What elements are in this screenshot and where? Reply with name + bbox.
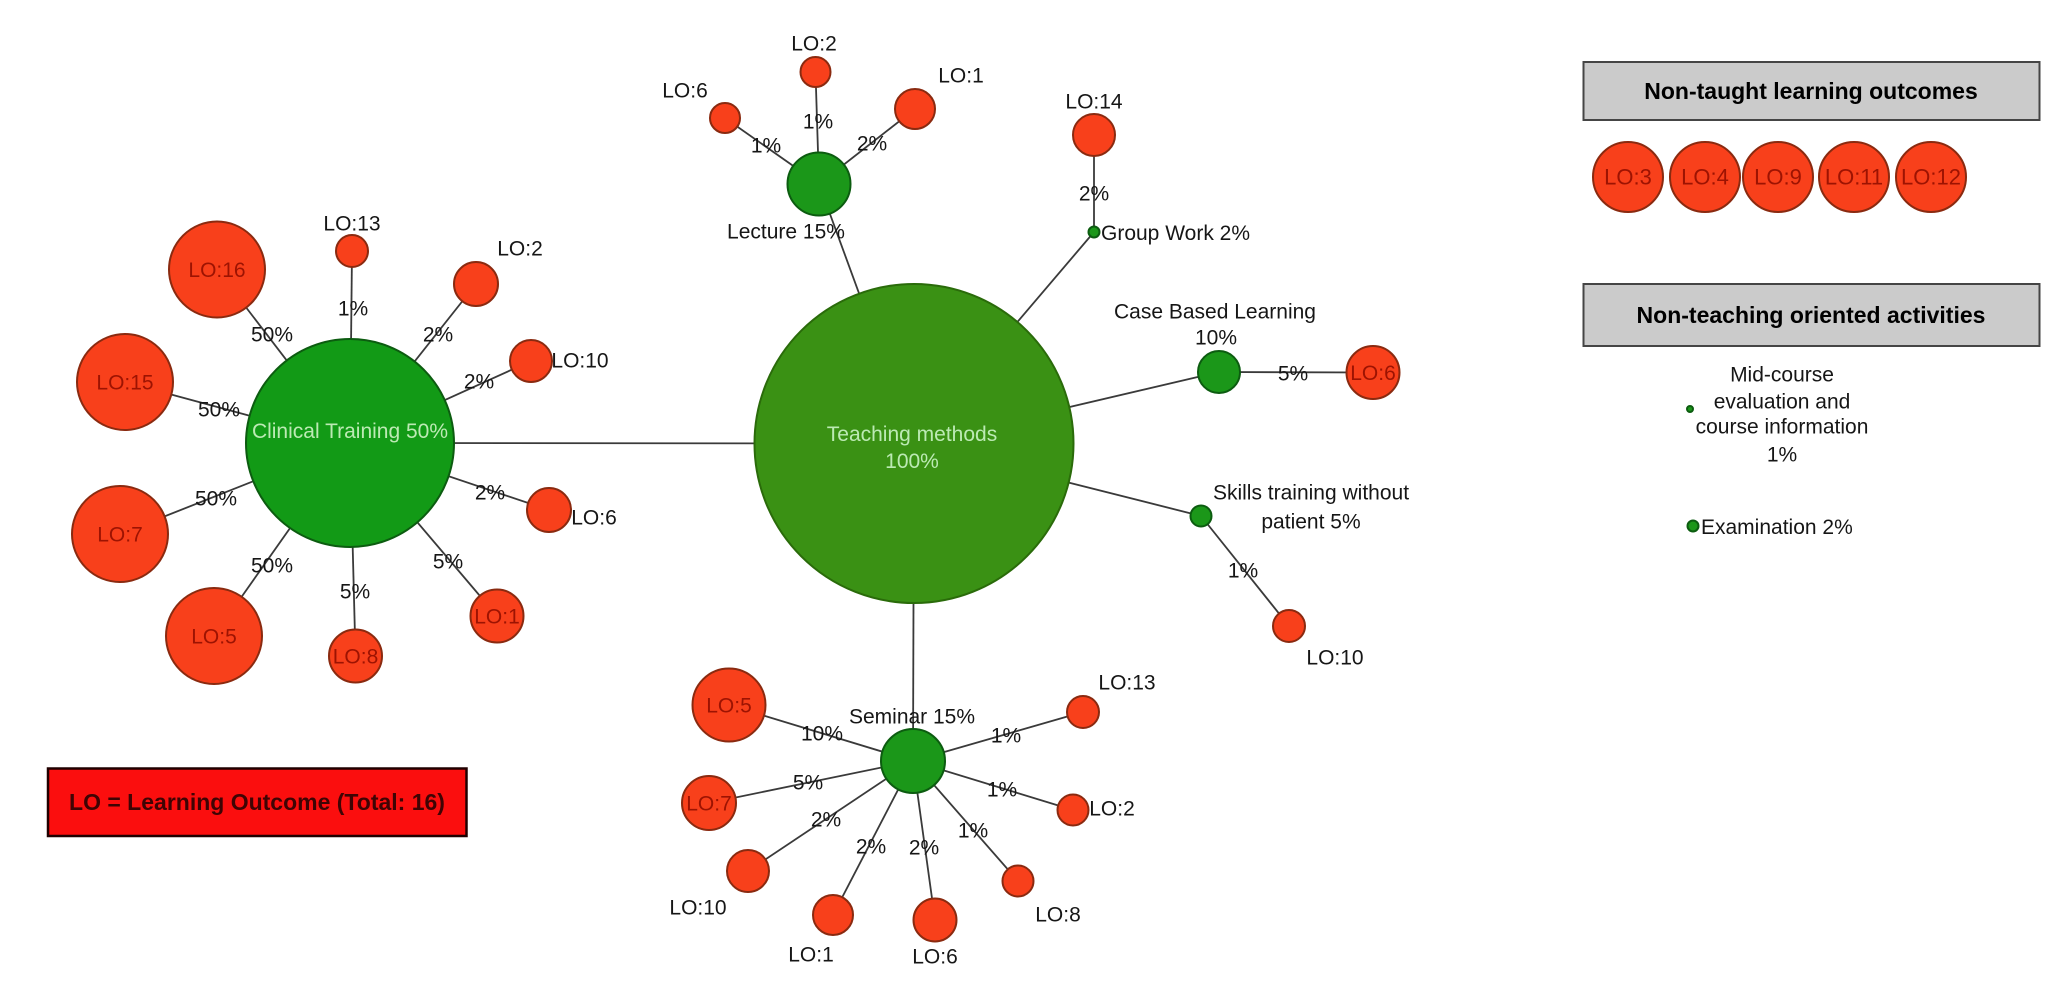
svg-text:10%: 10% bbox=[1195, 327, 1237, 350]
svg-text:Mid-course: Mid-course bbox=[1730, 364, 1834, 387]
svg-text:LO = Learning Outcome (Total:: LO = Learning Outcome (Total: 16) bbox=[69, 789, 445, 815]
svg-text:Skills training without: Skills training without bbox=[1213, 482, 1409, 505]
svg-text:course information: course information bbox=[1696, 416, 1869, 439]
svg-text:10%: 10% bbox=[801, 723, 843, 746]
svg-text:Lecture 15%: Lecture 15% bbox=[727, 221, 845, 244]
svg-text:LO:10: LO:10 bbox=[1306, 647, 1363, 670]
svg-text:2%: 2% bbox=[475, 482, 505, 505]
svg-text:LO:6: LO:6 bbox=[1350, 362, 1396, 385]
svg-text:Case Based Learning: Case Based Learning bbox=[1114, 301, 1316, 324]
svg-text:LO:10: LO:10 bbox=[669, 897, 726, 920]
svg-text:LO:8: LO:8 bbox=[1035, 904, 1081, 927]
svg-text:1%: 1% bbox=[338, 298, 368, 321]
svg-text:50%: 50% bbox=[198, 399, 240, 422]
svg-text:LO:1: LO:1 bbox=[938, 65, 984, 88]
svg-text:2%: 2% bbox=[1079, 183, 1109, 206]
svg-text:Group Work 2%: Group Work 2% bbox=[1101, 222, 1250, 245]
svg-text:2%: 2% bbox=[856, 836, 886, 859]
svg-text:1%: 1% bbox=[987, 779, 1017, 802]
svg-text:1%: 1% bbox=[1767, 444, 1797, 467]
svg-text:LO:6: LO:6 bbox=[571, 507, 617, 530]
svg-text:LO:4: LO:4 bbox=[1681, 165, 1729, 190]
svg-text:50%: 50% bbox=[251, 555, 293, 578]
svg-text:LO:8: LO:8 bbox=[333, 646, 379, 669]
svg-text:LO:7: LO:7 bbox=[97, 524, 143, 547]
svg-text:1%: 1% bbox=[1228, 560, 1258, 583]
svg-text:LO:6: LO:6 bbox=[662, 80, 708, 103]
svg-text:LO:2: LO:2 bbox=[791, 33, 837, 56]
svg-text:LO:16: LO:16 bbox=[188, 259, 245, 282]
svg-text:LO:15: LO:15 bbox=[96, 372, 153, 395]
svg-text:LO:5: LO:5 bbox=[706, 695, 752, 718]
svg-text:LO:2: LO:2 bbox=[497, 238, 543, 261]
svg-text:5%: 5% bbox=[340, 581, 370, 604]
svg-text:LO:12: LO:12 bbox=[1901, 165, 1961, 190]
svg-text:LO:9: LO:9 bbox=[1754, 165, 1802, 190]
svg-text:5%: 5% bbox=[1278, 363, 1308, 386]
svg-text:LO:5: LO:5 bbox=[191, 626, 237, 649]
svg-text:1%: 1% bbox=[803, 111, 833, 134]
svg-text:patient 5%: patient 5% bbox=[1261, 511, 1360, 534]
svg-text:LO:10: LO:10 bbox=[551, 350, 608, 373]
svg-text:LO:2: LO:2 bbox=[1089, 798, 1135, 821]
svg-text:2%: 2% bbox=[857, 133, 887, 156]
svg-text:LO:1: LO:1 bbox=[474, 606, 520, 629]
svg-text:LO:6: LO:6 bbox=[912, 946, 958, 969]
svg-text:LO:14: LO:14 bbox=[1065, 91, 1123, 114]
svg-text:Examination 2%: Examination 2% bbox=[1701, 516, 1853, 539]
svg-text:1%: 1% bbox=[958, 820, 988, 843]
svg-text:Non-teaching oriented activiti: Non-teaching oriented activities bbox=[1637, 302, 1986, 328]
svg-text:LO:3: LO:3 bbox=[1604, 165, 1652, 190]
svg-text:1%: 1% bbox=[751, 135, 781, 158]
svg-text:LO:1: LO:1 bbox=[788, 944, 834, 967]
svg-text:LO:7: LO:7 bbox=[686, 793, 732, 816]
svg-text:2%: 2% bbox=[464, 371, 494, 394]
svg-text:Non-taught learning outcomes: Non-taught learning outcomes bbox=[1644, 78, 1978, 104]
svg-text:2%: 2% bbox=[811, 809, 841, 832]
svg-text:100%: 100% bbox=[885, 450, 939, 473]
svg-text:1%: 1% bbox=[991, 725, 1021, 748]
svg-text:Clinical Training 50%: Clinical Training 50% bbox=[252, 420, 448, 443]
svg-text:LO:11: LO:11 bbox=[1825, 165, 1883, 190]
svg-text:Seminar 15%: Seminar 15% bbox=[849, 706, 975, 729]
svg-text:Teaching methods: Teaching methods bbox=[827, 423, 997, 446]
svg-text:50%: 50% bbox=[251, 324, 293, 347]
svg-text:2%: 2% bbox=[423, 324, 453, 347]
svg-text:2%: 2% bbox=[909, 837, 939, 860]
svg-text:LO:13: LO:13 bbox=[323, 213, 380, 236]
svg-text:5%: 5% bbox=[793, 772, 823, 795]
svg-text:5%: 5% bbox=[433, 551, 463, 574]
svg-text:LO:13: LO:13 bbox=[1098, 672, 1155, 695]
svg-text:50%: 50% bbox=[195, 488, 237, 511]
svg-text:evaluation and: evaluation and bbox=[1714, 391, 1851, 414]
